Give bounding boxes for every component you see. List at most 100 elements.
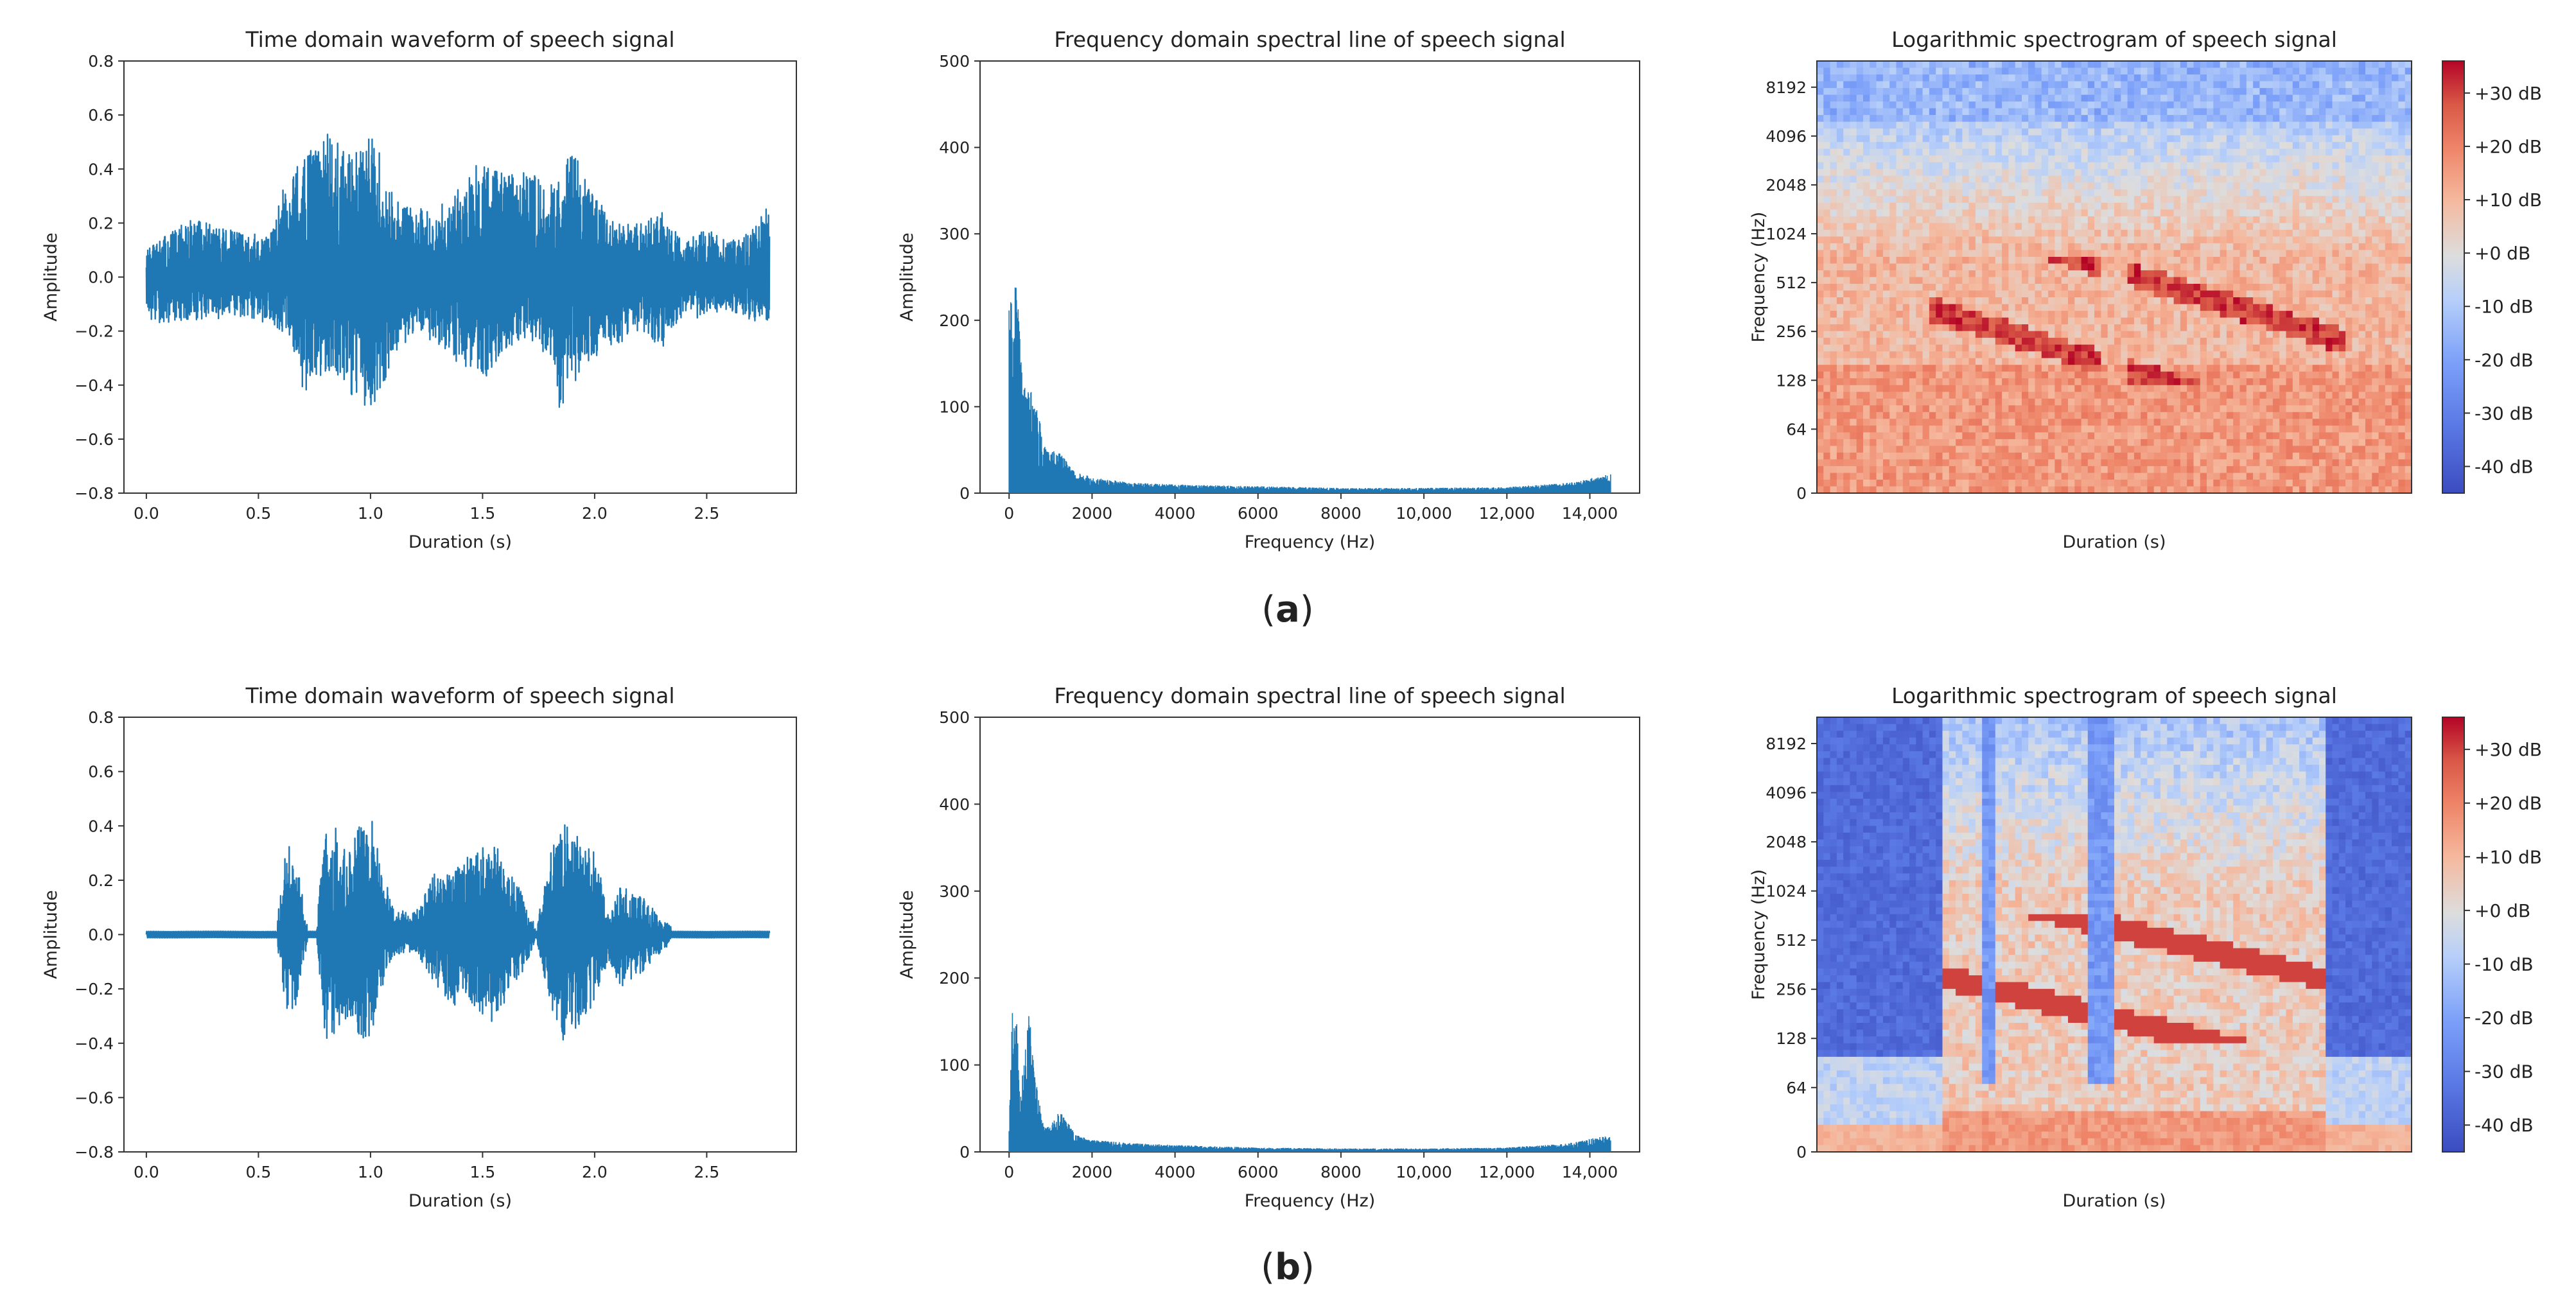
panel-a-heat-heatmap-cell	[2207, 452, 2214, 460]
panel-a-heat-heatmap-cell	[2081, 473, 2089, 480]
panel-a-heat-heatmap-cell	[2180, 94, 2187, 102]
panel-a-heat-heatmap-cell	[2022, 365, 2029, 372]
panel-a-heat-heatmap-cell	[2107, 148, 2115, 156]
panel-a-spec-x-tick-label: 2000	[1072, 504, 1113, 523]
panel-a-heat-heatmap-cell	[2074, 290, 2082, 298]
panel-a-heat-heatmap-cell	[1850, 182, 1857, 190]
panel-a-heat-heatmap-cell	[1836, 466, 1844, 473]
panel-a-heat-heatmap-cell	[1922, 189, 1930, 196]
panel-a-heat-heatmap-cell	[1836, 101, 1844, 109]
panel-a-heat-heatmap-cell	[1856, 169, 1864, 177]
panel-a-heat-heatmap-cell	[2081, 209, 2089, 217]
panel-a-heat-heatmap-cell	[1942, 88, 1950, 96]
panel-a-heat-heatmap-cell	[2259, 480, 2267, 487]
panel-a-heat-heatmap-cell	[1909, 128, 1916, 136]
panel-a-heat-heatmap-cell	[2246, 250, 2254, 257]
panel-a-heat-heatmap-cell	[2147, 135, 2155, 143]
panel-a-heat-heatmap-cell	[1817, 480, 1824, 487]
panel-a-heat-heatmap-cell	[2312, 371, 2320, 379]
panel-a-heat-heatmap-cell	[1830, 121, 1837, 129]
panel-a-heat-heatmap-cell	[1882, 324, 1890, 332]
panel-a-heat-heatmap-cell	[2114, 344, 2121, 352]
panel-a-heat-heatmap-cell	[2160, 108, 2168, 116]
panel-a-heat-heatmap-cell	[2008, 351, 2016, 359]
panel-a-heat-heatmap-cell	[1942, 74, 1950, 82]
panel-a-heat-heatmap-cell	[2299, 189, 2306, 196]
panel-a-heat-heatmap-cell	[1949, 419, 1956, 426]
panel-a-heat-heatmap-cell	[2187, 270, 2195, 278]
panel-a-heat-heatmap-cell	[1856, 74, 1864, 82]
panel-a-heat-heatmap-cell	[2259, 371, 2267, 379]
panel-a-heat-heatmap-cell	[2220, 202, 2227, 210]
panel-a-heat-heatmap-cell	[2041, 182, 2049, 190]
panel-a-heat-heatmap-cell	[2239, 88, 2247, 96]
panel-a-heat-heatmap-cell	[1889, 317, 1897, 325]
panel-a-heat-heatmap-cell	[2147, 480, 2155, 487]
panel-a-heat-heatmap-cell	[2286, 290, 2293, 298]
panel-a-heat-heatmap-cell	[1870, 324, 1877, 332]
panel-a-heat-heatmap-cell	[1995, 209, 2002, 217]
panel-a-heat-heatmap-cell	[2306, 101, 2313, 109]
panel-a-heat-heatmap-cell	[2319, 135, 2326, 143]
panel-a-heat-heatmap-cell	[2094, 480, 2101, 487]
panel-a-heat-heatmap-cell	[2286, 378, 2293, 386]
panel-a-heat-heatmap-cell	[1876, 94, 1884, 102]
panel-a-heat-heatmap-cell	[2127, 459, 2135, 467]
panel-a-heat-heatmap-cell	[1823, 290, 1831, 298]
panel-a-heat-heatmap-cell	[1962, 155, 1970, 163]
panel-a-heat-heatmap-cell	[1889, 277, 1897, 284]
panel-a-heat-heatmap-cell	[2312, 385, 2320, 392]
panel-a-heat-heatmap-cell	[2306, 351, 2313, 359]
panel-a-heat-heatmap-cell	[1949, 67, 1956, 75]
panel-a-wave-x-tick-label: 2.0	[582, 504, 608, 523]
panel-a-heat-heatmap-cell	[2002, 121, 2009, 129]
panel-a-heat-heatmap-cell	[1896, 304, 1904, 311]
panel-a-heat-heatmap-cell	[1882, 243, 1890, 250]
panel-a-heat-heatmap-cell	[2055, 338, 2062, 345]
charts-layer: 0.0 0.5 1.0 1.5 2.0 2.5−0.8−0.6−0.4−0.20.00.2…	[41, 27, 2542, 1211]
panel-a-heat-heatmap-cell	[1936, 439, 1943, 446]
panel-a-heat-heatmap-cell	[2292, 311, 2300, 318]
panel-a-heat-heatmap-cell	[2220, 94, 2227, 102]
panel-a-heat-heatmap-cell	[2147, 297, 2155, 305]
panel-a-heat-heatmap-cell	[2121, 108, 2128, 116]
panel-a-heat-heatmap-cell	[1870, 81, 1877, 89]
panel-a-heat-heatmap-cell	[2292, 297, 2300, 305]
panel-a-heat-heatmap-cell	[2279, 169, 2287, 177]
panel-a-heat-heatmap-cell	[1870, 182, 1877, 190]
panel-a-heat-heatmap-cell	[2094, 331, 2101, 338]
panel-a-heat-heatmap-cell	[2239, 270, 2247, 278]
panel-a-heat-heatmap-cell	[1889, 284, 1897, 292]
panel-a-heat-heatmap-cell	[2180, 452, 2187, 460]
panel-a-heat-heatmap-cell	[2134, 338, 2141, 345]
panel-a-heat-heatmap-cell	[2002, 331, 2009, 338]
panel-a-heat-heatmap-cell	[2200, 135, 2207, 143]
panel-a-heat-heatmap-cell	[1956, 365, 1963, 372]
panel-a-heat-heatmap-cell	[1975, 189, 1983, 196]
panel-a-heat-heatmap-cell	[2121, 243, 2128, 250]
panel-a-heat-heatmap-cell	[1863, 398, 1870, 406]
panel-a-heat-heatmap-cell	[1902, 155, 1910, 163]
panel-a-heat-heatmap-cell	[2028, 115, 2036, 123]
panel-a-heat-heatmap-cell	[2002, 324, 2009, 332]
panel-a-heat-heatmap-cell	[2259, 229, 2267, 237]
panel-a-heat-heatmap-cell	[2259, 446, 2267, 453]
panel-a-heat-heatmap-cell	[1843, 290, 1851, 298]
panel-a-heat-heatmap-cell	[2259, 392, 2267, 399]
panel-a-heat-heatmap-cell	[2048, 115, 2055, 123]
panel-a-heat-heatmap-cell	[1909, 121, 1916, 129]
panel-a-heat-heatmap-cell	[1843, 344, 1851, 352]
panel-a-heat-heatmap-cell	[2312, 175, 2320, 183]
panel-a-heat-heatmap-cell	[2279, 365, 2287, 372]
panel-a-heat-heatmap-cell	[2081, 182, 2089, 190]
panel-a-heat-heatmap-cell	[2153, 67, 2161, 75]
panel-a-heat-heatmap-cell	[1830, 452, 1837, 460]
panel-a-heat-heatmap-cell	[1882, 128, 1890, 136]
panel-a-heat-heatmap-cell	[2048, 108, 2055, 116]
panel-a-heat-heatmap-cell	[2147, 398, 2155, 406]
panel-a-heat-heatmap-cell	[1949, 378, 1956, 386]
panel-a-heat-heatmap-cell	[2279, 175, 2287, 183]
panel-a-heat-heatmap-cell	[2279, 74, 2287, 82]
panel-a-heat-heatmap-cell	[2167, 202, 2175, 210]
panel-a-heat-heatmap-cell	[2180, 405, 2187, 413]
